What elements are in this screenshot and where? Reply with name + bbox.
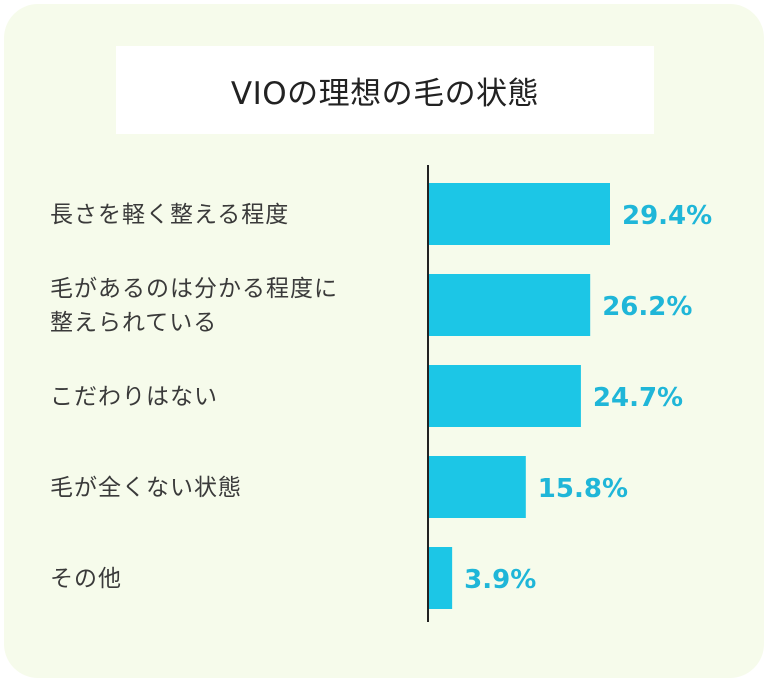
value-label-3: 24.7% xyxy=(593,383,683,413)
bar-1 xyxy=(428,183,610,245)
value-label-2: 26.2% xyxy=(602,292,692,322)
bar-2 xyxy=(428,274,591,336)
category-label-4: 毛が全くない状態 xyxy=(50,475,242,501)
category-label-1: 長さを軽く整える程度 xyxy=(50,202,289,228)
chart-title-box: VIOの理想の毛の状態 xyxy=(116,46,654,134)
bar-3 xyxy=(428,365,581,427)
value-label-4: 15.8% xyxy=(538,474,628,504)
category-label-5: その他 xyxy=(50,566,122,592)
chart-card: VIOの理想の毛の状態 xyxy=(4,4,764,678)
bars-layer xyxy=(428,183,610,609)
value-label-5: 3.9% xyxy=(464,565,536,595)
bar-4 xyxy=(428,456,526,518)
category-label-2-line-1: 毛があるのは分かる程度に xyxy=(50,276,338,302)
chart-title: VIOの理想の毛の状態 xyxy=(230,75,540,112)
category-label-2-line-2: 整えられている xyxy=(50,310,217,336)
bar-5 xyxy=(428,547,453,609)
category-label-3: こだわりはない xyxy=(50,384,218,410)
value-label-1: 29.4% xyxy=(622,201,712,231)
